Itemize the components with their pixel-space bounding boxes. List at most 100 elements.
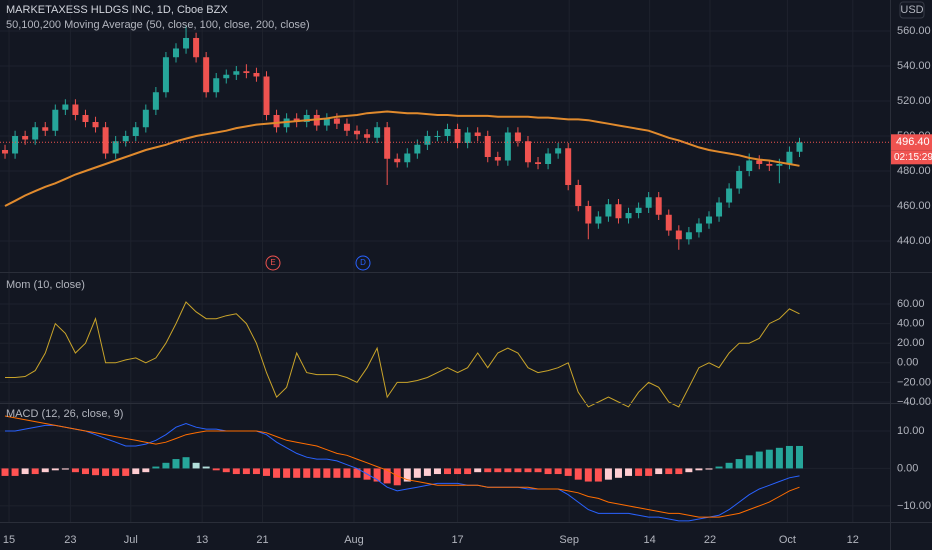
histogram-bar	[192, 462, 200, 469]
histogram-bar	[574, 468, 582, 480]
y-tick-label: 480.00	[897, 165, 931, 177]
grid	[0, 0, 890, 522]
histogram-bar	[423, 468, 431, 476]
histogram-bar	[795, 445, 803, 469]
indicator-line	[5, 422, 800, 522]
histogram-bar	[584, 468, 592, 482]
candle-body	[615, 204, 622, 219]
candle-body	[625, 213, 632, 219]
histogram-bar	[242, 468, 250, 475]
dividend-marker-label[interactable]: D	[360, 258, 366, 267]
candle-body	[786, 151, 793, 165]
histogram-bar	[81, 468, 89, 475]
candle-body	[776, 164, 783, 166]
candle-body	[494, 157, 501, 161]
histogram-bar	[665, 468, 673, 475]
candle-body	[364, 134, 371, 138]
histogram-bar	[433, 468, 441, 475]
candle-body	[726, 188, 733, 203]
currency[interactable]: USD	[900, 4, 923, 16]
earnings-marker[interactable]	[265, 255, 281, 271]
candle-body	[102, 127, 109, 154]
histogram-bar	[504, 468, 512, 473]
candle-body	[394, 158, 401, 163]
candle-body	[746, 160, 753, 172]
candle-body	[273, 114, 280, 128]
histogram-bar	[303, 468, 311, 478]
candle-body	[323, 118, 330, 126]
y-tick-label: 540.00	[897, 60, 931, 72]
candle-body	[414, 144, 421, 154]
histogram-bar	[1, 468, 9, 476]
candle-body	[454, 128, 461, 144]
candle-body	[595, 216, 602, 224]
candle-body	[535, 162, 542, 165]
histogram-bar	[474, 468, 482, 473]
candle-body	[12, 136, 19, 154]
y-tick-label: 20.00	[897, 337, 925, 349]
histogram-bar	[373, 468, 381, 482]
candle-body	[333, 118, 340, 124]
candle-body	[343, 123, 350, 131]
histogram-bar	[11, 468, 19, 476]
currency-box[interactable]	[899, 1, 925, 19]
candle-body	[434, 136, 441, 137]
histogram-bar	[333, 468, 341, 478]
histogram-bar	[41, 468, 49, 473]
candle-body	[32, 127, 39, 140]
histogram-bar	[172, 459, 180, 469]
histogram-bar	[252, 468, 260, 475]
histogram-bar	[102, 468, 110, 476]
x-tick-label: Sep	[559, 534, 579, 546]
y-tick-label: −20.00	[897, 376, 931, 388]
candle-body	[504, 132, 511, 161]
candle-body	[756, 160, 763, 165]
histogram-bar	[454, 468, 462, 475]
candle-body	[464, 132, 471, 144]
histogram-bar	[554, 468, 562, 475]
histogram-bar	[162, 462, 170, 469]
candle-body	[233, 71, 240, 75]
histogram-bar	[262, 468, 270, 476]
histogram-bar	[212, 468, 220, 471]
candle-body	[374, 127, 381, 138]
histogram-bar	[564, 468, 572, 476]
histogram-bar	[725, 462, 733, 469]
histogram-bar	[142, 468, 150, 473]
marks	[0, 25, 890, 522]
histogram-bar	[444, 468, 452, 475]
y-tick-label: 440.00	[897, 235, 931, 247]
y-tick-label: 0.00	[897, 462, 918, 474]
y-tick-label: −40.00	[897, 396, 931, 408]
candle-body	[736, 171, 743, 189]
candle-body	[62, 104, 69, 110]
x-tick-label: 21	[256, 534, 268, 546]
price-labels: 15 23 Jul 13 21 Aug 17 Sep 14 22 Oct 12 440.00 460.00…	[3, 25, 932, 546]
y-tick-label: 0.00	[897, 357, 918, 369]
countdown-box	[891, 150, 932, 165]
histogram-bar	[132, 468, 140, 475]
y-tick-label: 40.00	[897, 317, 925, 329]
histogram-bar	[222, 468, 230, 473]
histogram-bar	[534, 468, 542, 473]
y-tick-label: 60.00	[897, 298, 925, 310]
candle-body	[223, 74, 230, 79]
candle-body	[565, 148, 572, 186]
indicator-line	[4, 415, 800, 518]
histogram-bar	[393, 468, 401, 486]
histogram-bar	[202, 466, 210, 469]
candle-body	[524, 141, 531, 163]
candle-body	[575, 185, 582, 207]
x-tick-label: Aug	[344, 534, 364, 546]
candle-body	[2, 150, 9, 154]
dividend-marker[interactable]	[355, 255, 371, 271]
histogram-bar	[71, 468, 79, 473]
histogram-bar	[645, 468, 653, 476]
candle-body	[183, 37, 190, 49]
earnings-marker-label[interactable]: E	[270, 258, 275, 267]
histogram-bar	[544, 468, 552, 475]
histogram-bar	[92, 468, 100, 476]
candle-body	[172, 48, 179, 58]
candle-body	[354, 130, 361, 135]
